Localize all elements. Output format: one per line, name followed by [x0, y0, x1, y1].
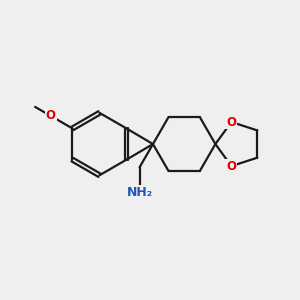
- Text: O: O: [226, 160, 236, 172]
- Text: O: O: [226, 116, 236, 128]
- Text: NH₂: NH₂: [127, 186, 153, 199]
- Text: O: O: [46, 109, 56, 122]
